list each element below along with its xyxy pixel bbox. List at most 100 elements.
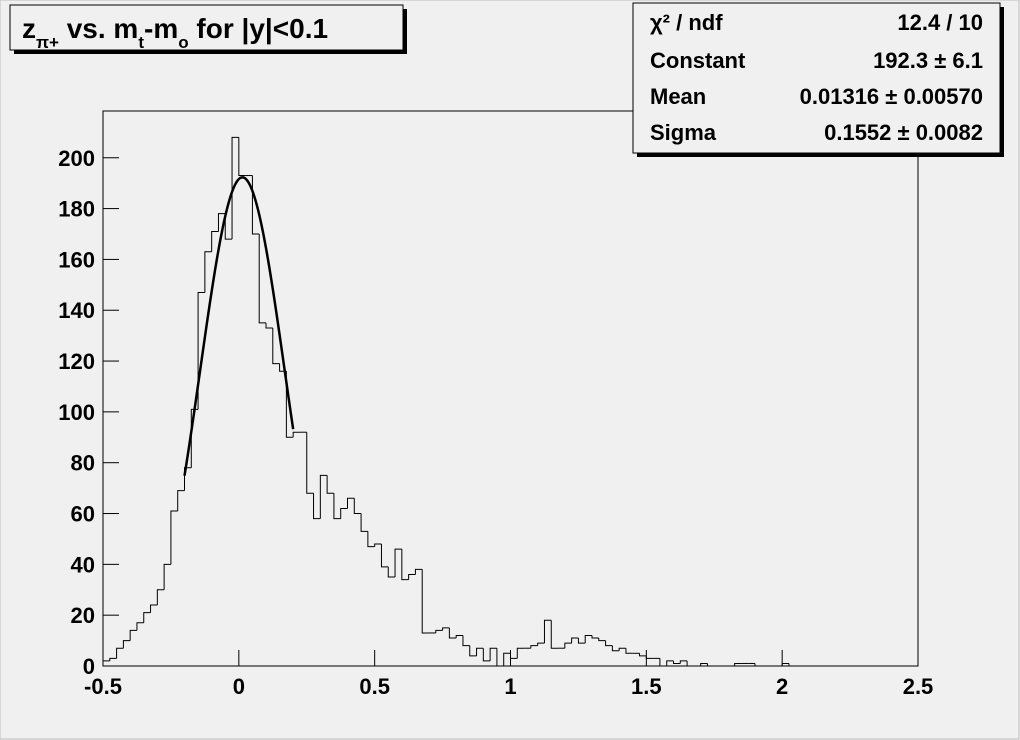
stats-box <box>632 2 1001 154</box>
histogram-bin <box>204 251 212 293</box>
histogram-bin <box>163 563 171 590</box>
y-tick-label: 60 <box>71 502 95 527</box>
histogram-bin <box>251 175 260 235</box>
stats-value: 0.01316 ± 0.00570 <box>800 84 983 109</box>
histogram-bin <box>754 663 762 667</box>
title-part: for |y|<0.1 <box>189 13 328 44</box>
histogram-bin <box>143 612 151 623</box>
x-tick-label: 0.5 <box>359 674 390 699</box>
histogram-bin <box>564 642 572 649</box>
histogram-bin <box>476 647 484 656</box>
histogram-bin <box>231 136 239 240</box>
title-box <box>9 4 404 51</box>
y-tick-label: 20 <box>71 603 95 628</box>
histogram-bin <box>442 627 450 631</box>
histogram-bin <box>781 662 789 666</box>
histogram-bin <box>170 510 178 565</box>
histogram-bin <box>150 604 158 613</box>
title-part: vs. m <box>59 13 138 44</box>
histogram-bin <box>543 619 552 644</box>
histogram-bin <box>639 653 647 657</box>
histogram-bin <box>659 658 667 667</box>
title-part: -m <box>144 13 178 44</box>
y-tick-label: 160 <box>58 247 95 272</box>
stats-value: 192.3 ± 6.1 <box>873 48 983 73</box>
histogram-bin <box>788 663 796 667</box>
histogram-bin <box>109 657 117 661</box>
fit-curve <box>183 176 295 476</box>
histogram-bin <box>571 637 579 644</box>
histogram-bin <box>374 543 382 547</box>
histogram-bin <box>306 432 314 494</box>
histogram-bin <box>292 431 300 438</box>
x-tick-label: 1.5 <box>631 674 662 699</box>
chart-title: zπ+ vs. mt-mo for |y|<0.1 <box>22 13 328 52</box>
histogram-bin <box>184 467 192 491</box>
histogram-bin <box>401 549 409 581</box>
histogram-bin <box>319 474 328 519</box>
y-tick-label: 120 <box>58 349 95 374</box>
histogram-bin <box>258 233 266 324</box>
histogram-bin <box>605 640 613 647</box>
y-tick-label: 100 <box>58 400 95 425</box>
histogram-bin <box>380 544 389 568</box>
histogram-bin <box>625 648 633 654</box>
histogram-bin <box>734 662 742 666</box>
histogram-bin <box>584 635 592 644</box>
y-tick-label: 80 <box>71 451 95 476</box>
histogram-bin <box>129 629 137 641</box>
stats-name: χ² / ndf <box>650 10 723 35</box>
histogram-bin <box>272 328 280 365</box>
histogram-bin <box>591 635 599 639</box>
histogram-bin <box>537 642 545 646</box>
x-tick-label: -0.5 <box>84 674 122 699</box>
histogram-bin <box>347 497 355 509</box>
frame <box>102 110 919 667</box>
histogram-bin <box>360 513 368 532</box>
histogram-bin <box>686 660 694 667</box>
histogram-bin <box>489 647 497 661</box>
histogram-bin <box>367 531 375 548</box>
histogram-bin <box>285 371 294 438</box>
histogram-bin <box>516 647 525 659</box>
histogram-bin <box>265 322 273 329</box>
histogram-bin <box>211 230 219 252</box>
y-tick-label: 140 <box>58 298 95 323</box>
title-part: z <box>22 13 36 44</box>
stats-name: Sigma <box>650 120 717 145</box>
histogram-bin <box>530 645 538 649</box>
histogram-bin <box>496 648 504 667</box>
histogram-bin <box>673 660 681 664</box>
histogram-bin <box>340 507 348 519</box>
histogram-bin <box>577 638 586 644</box>
histogram-bin <box>666 660 674 666</box>
histogram-bin <box>122 640 131 649</box>
histogram-bin <box>414 568 423 575</box>
histogram-bin <box>679 660 688 664</box>
histogram-bin <box>469 645 477 657</box>
stats-value: 0.1552 ± 0.0082 <box>824 120 983 145</box>
histogram-bin <box>435 629 443 633</box>
x-tick-label: 2.5 <box>903 674 934 699</box>
histogram-bin <box>116 647 124 659</box>
histogram-bin <box>177 490 185 511</box>
histogram-bin <box>421 569 429 634</box>
histogram-bin <box>102 660 110 666</box>
stats-name: Mean <box>650 84 706 109</box>
histogram-bin <box>156 589 165 606</box>
histogram-bin <box>238 137 246 177</box>
x-tick-label: 1 <box>504 674 516 699</box>
title-part: π+ <box>36 33 59 52</box>
histogram-bin <box>387 566 396 578</box>
histogram-bin <box>706 663 715 667</box>
histogram-bin <box>645 655 654 659</box>
histogram-bin <box>611 645 620 652</box>
x-tick-label: 2 <box>776 674 788 699</box>
histogram-bin <box>326 475 334 494</box>
histogram-bin <box>550 620 559 649</box>
histogram-bin <box>482 648 491 662</box>
title-part: o <box>178 33 188 52</box>
histogram-bin <box>197 291 205 410</box>
